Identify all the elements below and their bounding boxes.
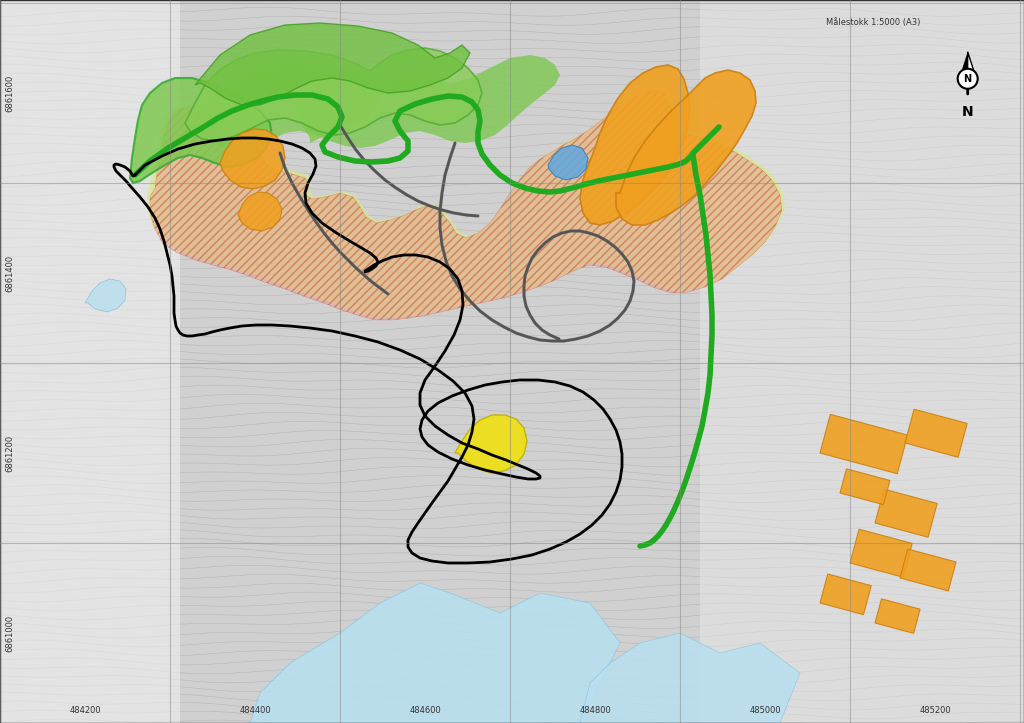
- Polygon shape: [580, 65, 690, 225]
- Circle shape: [957, 69, 978, 89]
- Text: Målestokk 1:5000 (A3): Målestokk 1:5000 (A3): [825, 18, 920, 27]
- Polygon shape: [616, 70, 756, 225]
- Text: 484200: 484200: [70, 706, 100, 715]
- Text: 6861200: 6861200: [5, 435, 14, 471]
- Polygon shape: [959, 52, 968, 77]
- Polygon shape: [147, 88, 785, 318]
- Text: 484400: 484400: [240, 706, 270, 715]
- Text: N: N: [962, 105, 974, 119]
- Polygon shape: [130, 78, 272, 183]
- Polygon shape: [700, 0, 1024, 723]
- Text: 6861600: 6861600: [5, 74, 14, 111]
- Bar: [900, 549, 956, 591]
- Polygon shape: [250, 583, 620, 723]
- Text: 484600: 484600: [410, 706, 441, 715]
- Polygon shape: [150, 90, 782, 320]
- Bar: [905, 409, 968, 457]
- Text: 485000: 485000: [750, 706, 781, 715]
- Text: 6861000: 6861000: [5, 615, 14, 651]
- Bar: [820, 574, 871, 615]
- Polygon shape: [220, 129, 285, 189]
- Text: 6861400: 6861400: [5, 254, 14, 291]
- Bar: [840, 469, 890, 505]
- Polygon shape: [185, 48, 482, 141]
- Polygon shape: [455, 415, 527, 473]
- Bar: [874, 489, 937, 537]
- Polygon shape: [968, 52, 976, 77]
- Text: 484800: 484800: [580, 706, 611, 715]
- Polygon shape: [195, 23, 470, 105]
- Polygon shape: [548, 145, 588, 180]
- Bar: [820, 414, 907, 474]
- Polygon shape: [0, 0, 180, 723]
- Polygon shape: [85, 279, 126, 312]
- Bar: [850, 529, 912, 577]
- Polygon shape: [238, 192, 282, 231]
- Text: 485200: 485200: [920, 706, 951, 715]
- Polygon shape: [295, 68, 380, 143]
- Text: N: N: [964, 74, 972, 84]
- Polygon shape: [175, 55, 560, 151]
- Bar: [874, 599, 921, 633]
- Polygon shape: [580, 633, 800, 723]
